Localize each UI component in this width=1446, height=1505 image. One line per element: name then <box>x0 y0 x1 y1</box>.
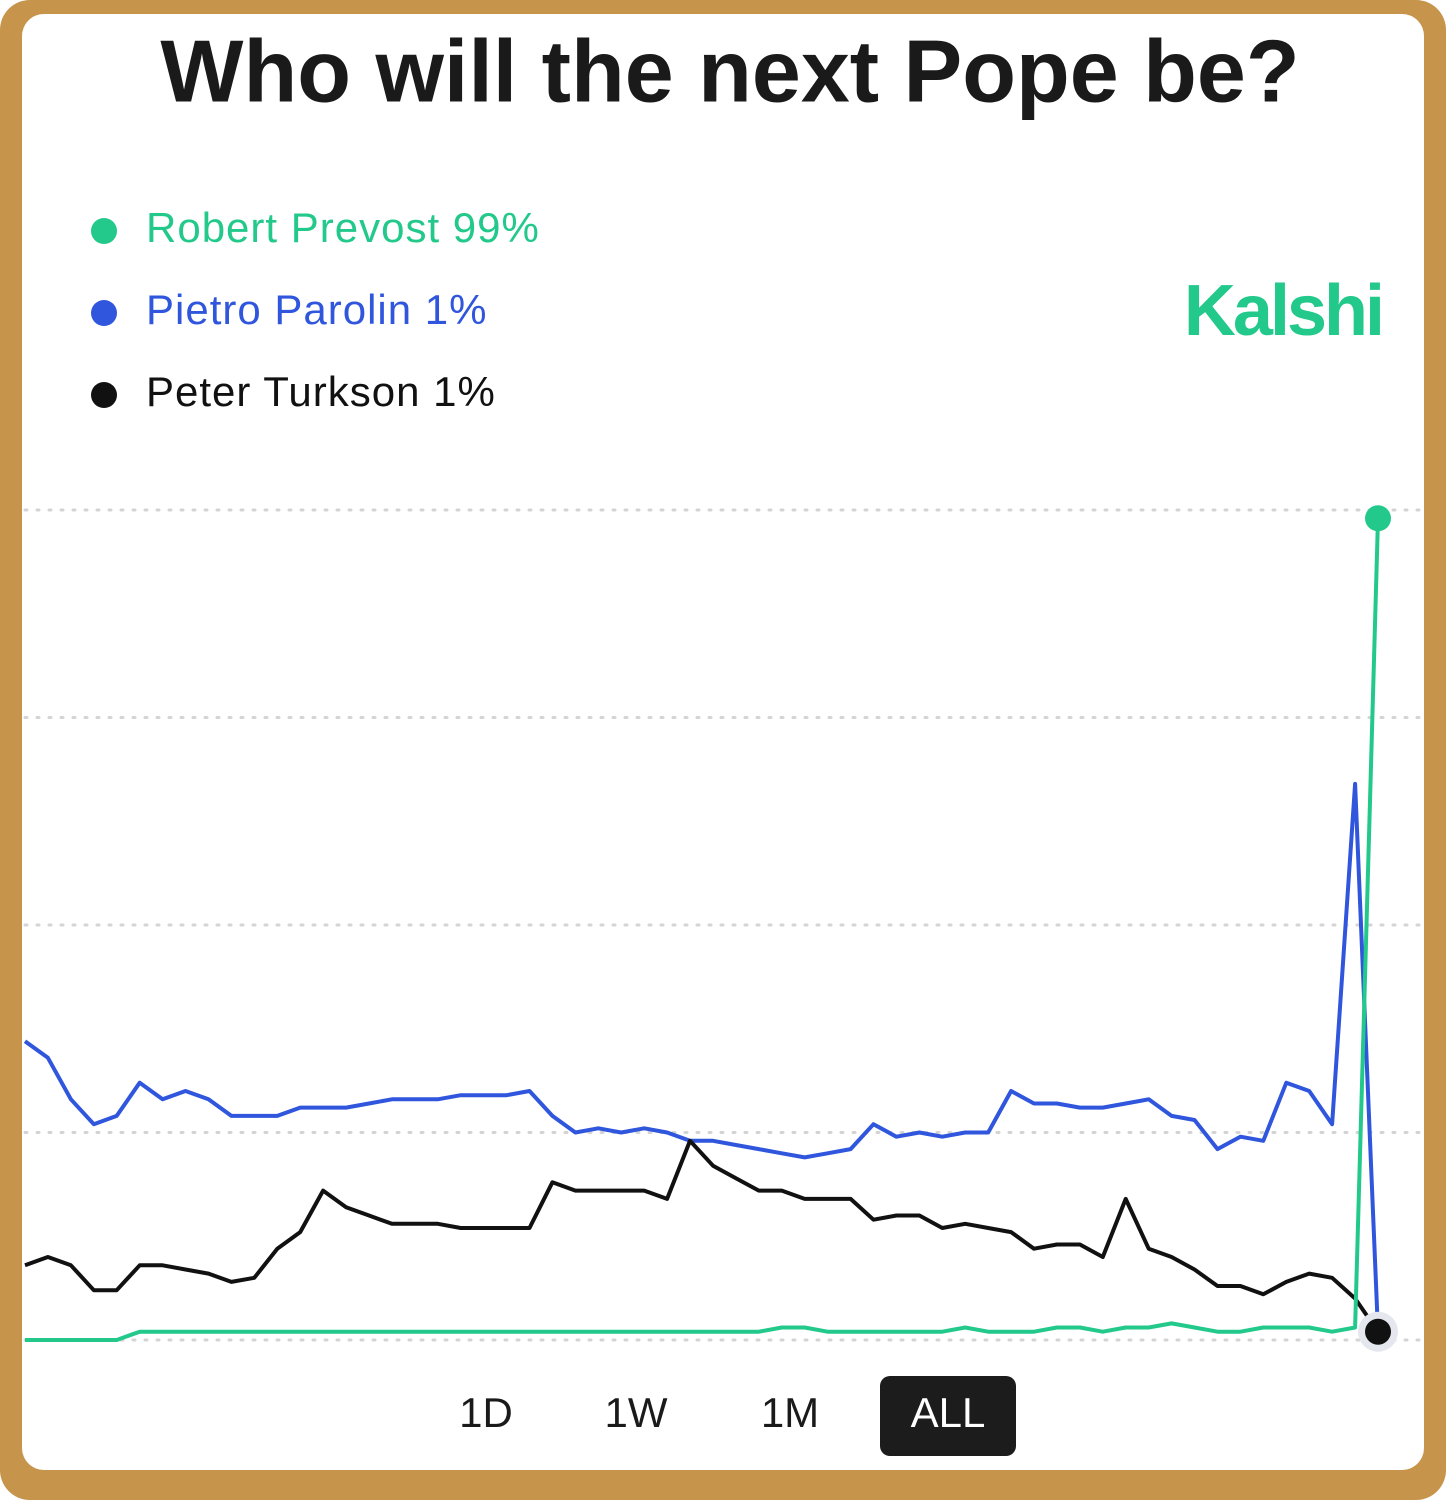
range-button[interactable]: 1M <box>761 1389 819 1436</box>
range-button[interactable]: ALL <box>911 1389 986 1436</box>
series-line <box>24 1138 1380 1333</box>
legend-name: Peter Turkson <box>146 368 420 415</box>
legend-name: Pietro Parolin <box>146 286 412 333</box>
legend-value: 1% <box>425 286 488 333</box>
legend-value: 1% <box>433 368 496 415</box>
legend-label: Pietro Parolin 1% <box>146 286 488 333</box>
range-button[interactable]: 1D <box>459 1389 513 1436</box>
range-button-bg[interactable] <box>880 1376 1016 1456</box>
end-dot <box>1365 1318 1391 1345</box>
chart-title: Who will the next Pope be? <box>160 21 1299 120</box>
brand-logo: Kalshi <box>1184 271 1382 351</box>
end-dot <box>1365 505 1391 532</box>
legend-label: Peter Turkson 1% <box>146 368 496 415</box>
legend-dot <box>91 300 117 326</box>
series-line <box>25 518 1380 1342</box>
legend-dot <box>91 382 117 408</box>
range-button[interactable]: 1W <box>605 1389 668 1436</box>
legend-name: Robert Prevost <box>146 204 440 251</box>
legend-dot <box>91 218 117 244</box>
legend-label: Robert Prevost 99% <box>146 204 540 251</box>
legend-value: 99% <box>453 204 540 251</box>
series-line <box>23 781 1380 1332</box>
